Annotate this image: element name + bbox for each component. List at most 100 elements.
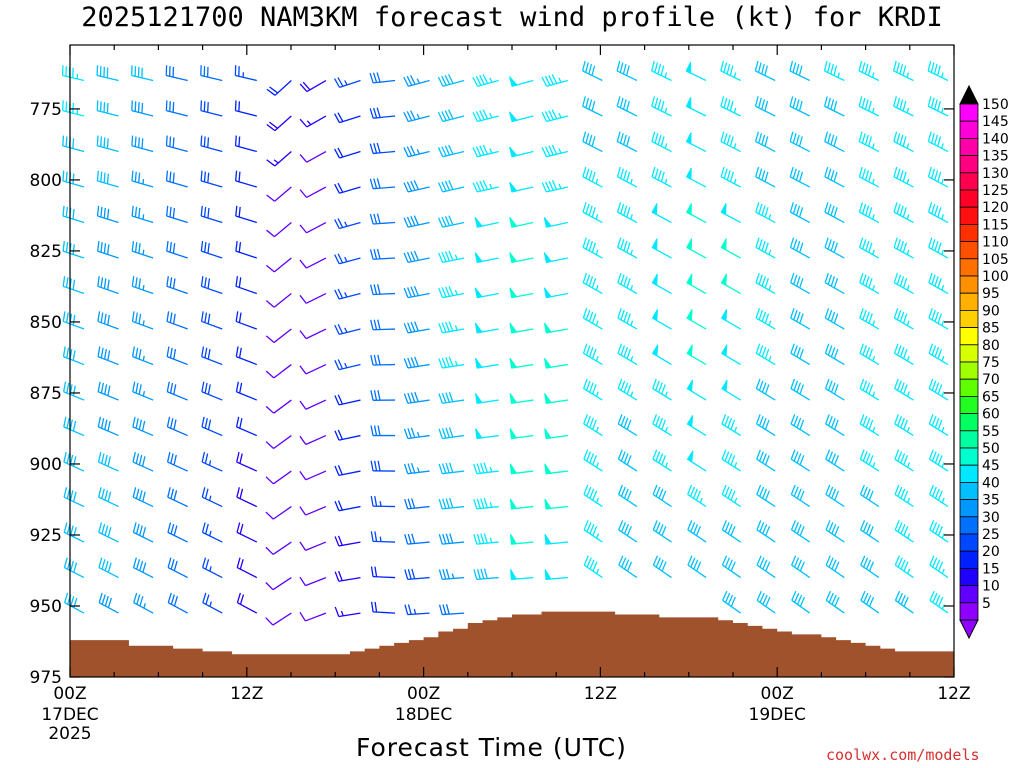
wind-barb [543, 287, 568, 299]
barb-full [448, 462, 454, 473]
barb-full [551, 144, 558, 155]
barb-half [451, 573, 455, 579]
barb-shaft [652, 388, 672, 401]
wind-barb [166, 205, 188, 224]
barb-full [727, 594, 734, 605]
barb-half [941, 249, 945, 255]
barb-full [894, 414, 899, 425]
credit-link[interactable]: coolwx.com/models [826, 746, 980, 764]
wind-barb [652, 520, 672, 543]
barb-full [937, 100, 941, 112]
wind-barb [928, 484, 949, 508]
barb-half [558, 77, 562, 83]
barb-full [789, 131, 794, 142]
barb-shaft [442, 399, 465, 404]
barb-half [595, 462, 599, 468]
barb-half [142, 355, 145, 361]
barb-shaft [272, 506, 292, 520]
barb-full [796, 524, 802, 534]
barb-full [445, 533, 450, 544]
wind-barb [475, 428, 499, 440]
wind-barb [583, 520, 603, 543]
barb-full [203, 171, 206, 182]
barb-full [238, 136, 241, 147]
barb-shaft [825, 493, 845, 508]
barb-shaft [894, 529, 914, 543]
wind-barb [165, 100, 188, 117]
barb-half [906, 249, 910, 255]
barb-full [927, 131, 932, 142]
y-tick-label: 925 [30, 526, 62, 546]
wind-barb [754, 60, 776, 82]
barb-flag [474, 357, 483, 369]
barb-full [727, 453, 733, 464]
wind-barb [166, 381, 188, 401]
barb-full [334, 536, 340, 547]
barb-shaft [756, 388, 776, 401]
barb-shaft [407, 328, 430, 334]
barb-full [337, 465, 343, 475]
barb-full [626, 419, 632, 430]
wind-barb [824, 202, 845, 224]
wind-barb [437, 144, 465, 158]
wind-barb [858, 96, 880, 117]
barb-full [827, 274, 833, 285]
barb-full [551, 109, 558, 120]
barb-full [482, 180, 489, 190]
barb-shaft [201, 355, 223, 366]
barb-full [931, 345, 937, 356]
barb-shaft [235, 145, 257, 153]
barb-flag [721, 379, 728, 393]
colorbar-swatch [959, 258, 979, 277]
barb-shaft [583, 458, 603, 472]
barb-shaft [97, 320, 119, 330]
barb-full [792, 97, 797, 108]
barb-full [661, 419, 666, 430]
colorbar-label: 115 [982, 217, 1009, 233]
wind-barb [509, 146, 534, 158]
barb-full [472, 76, 479, 87]
barb-full [894, 555, 900, 566]
barb-full [827, 133, 832, 144]
barb-full [239, 453, 243, 464]
barb-full [337, 394, 344, 405]
barb-full [404, 569, 409, 580]
barb-full [337, 182, 344, 193]
barb-full [204, 488, 209, 499]
barb-shaft [893, 246, 914, 259]
barb-full [135, 453, 140, 464]
wind-barb [235, 205, 257, 224]
wind-barb [755, 308, 776, 330]
barb-full [863, 557, 869, 568]
barb-full [859, 484, 865, 495]
wind-barb [165, 135, 188, 153]
barb-full [448, 427, 454, 438]
barb-full [828, 592, 834, 603]
barb-shaft [202, 602, 223, 614]
colorbar-label: 130 [982, 166, 1009, 182]
wind-barb [235, 170, 257, 188]
barb-full [934, 205, 939, 216]
barb-shaft [618, 493, 638, 508]
wind-barb [403, 462, 430, 475]
colorbar-swatch [959, 309, 979, 328]
barb-shaft [616, 105, 638, 117]
barb-shaft [373, 257, 396, 260]
barb-full [790, 484, 796, 495]
barb-full [169, 136, 172, 147]
barb-shaft [825, 529, 845, 543]
wind-barb [201, 451, 223, 472]
wind-barb [544, 569, 568, 580]
barb-full [824, 343, 830, 354]
barb-shaft [825, 458, 845, 472]
wind-barb [97, 311, 119, 330]
barb-full [373, 107, 378, 119]
barb-shaft [236, 426, 258, 437]
barb-full [165, 100, 168, 111]
wind-barb [789, 96, 811, 117]
wind-barb [651, 131, 672, 153]
barb-shaft [721, 423, 741, 437]
wind-barb [686, 203, 707, 224]
wind-barb [927, 166, 949, 188]
barb-full [931, 415, 937, 426]
